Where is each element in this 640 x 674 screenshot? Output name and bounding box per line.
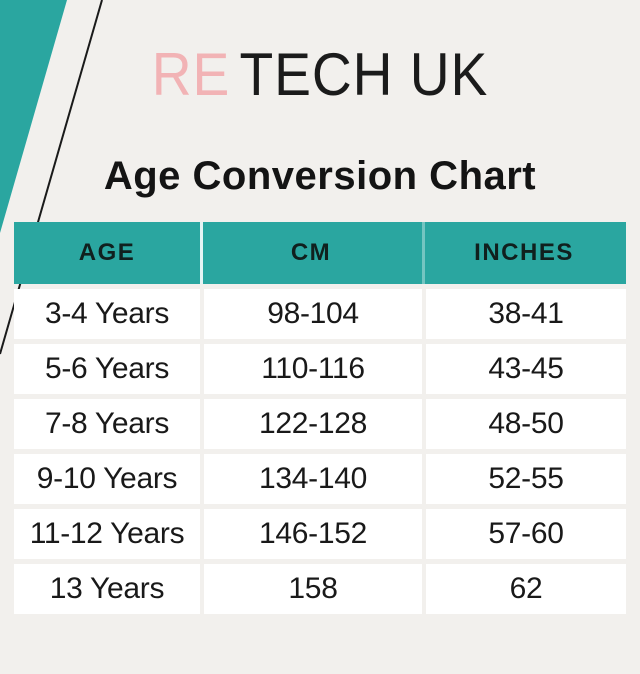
cm-cell: 98-104 xyxy=(204,289,422,339)
table-row: 5-6 Years 110-116 43-45 xyxy=(14,344,626,394)
inches-cell: 38-41 xyxy=(426,289,626,339)
cm-cell: 122-128 xyxy=(204,399,422,449)
age-cell: 3-4 Years xyxy=(14,289,200,339)
table-row: 11-12 Years 146-152 57-60 xyxy=(14,509,626,559)
age-cell: 9-10 Years xyxy=(14,454,200,504)
inches-cell: 52-55 xyxy=(426,454,626,504)
cm-cell: 110-116 xyxy=(204,344,422,394)
header-divider-2 xyxy=(422,222,425,284)
inches-cell: 62 xyxy=(426,564,626,614)
logo-re-text: RE xyxy=(151,41,231,108)
table-header-row: AGE CM INCHES xyxy=(14,222,626,284)
table-row: 9-10 Years 134-140 52-55 xyxy=(14,454,626,504)
table-row: 7-8 Years 122-128 48-50 xyxy=(14,399,626,449)
table-row: 3-4 Years 98-104 38-41 xyxy=(14,289,626,339)
age-cell: 7-8 Years xyxy=(14,399,200,449)
table-row: 13 Years 158 62 xyxy=(14,564,626,614)
age-cell: 13 Years xyxy=(14,564,200,614)
page-title: Age Conversion Chart xyxy=(103,154,537,198)
inches-cell: 57-60 xyxy=(426,509,626,559)
cm-cell: 146-152 xyxy=(204,509,422,559)
age-cell: 5-6 Years xyxy=(14,344,200,394)
conversion-table: AGE CM INCHES 3-4 Years 98-104 38-41 5-6… xyxy=(14,222,626,614)
cm-cell: 134-140 xyxy=(204,454,422,504)
age-cell: 11-12 Years xyxy=(14,509,200,559)
header-divider-1 xyxy=(200,222,203,284)
cm-cell: 158 xyxy=(204,564,422,614)
inches-cell: 48-50 xyxy=(426,399,626,449)
column-header-age: AGE xyxy=(78,239,136,266)
inches-cell: 43-45 xyxy=(426,344,626,394)
logo: RE TECH UK xyxy=(26,42,615,108)
column-header-cm: CM xyxy=(290,239,332,266)
logo-techuk-text: TECH UK xyxy=(239,41,489,108)
column-header-inches: INCHES xyxy=(474,239,574,266)
